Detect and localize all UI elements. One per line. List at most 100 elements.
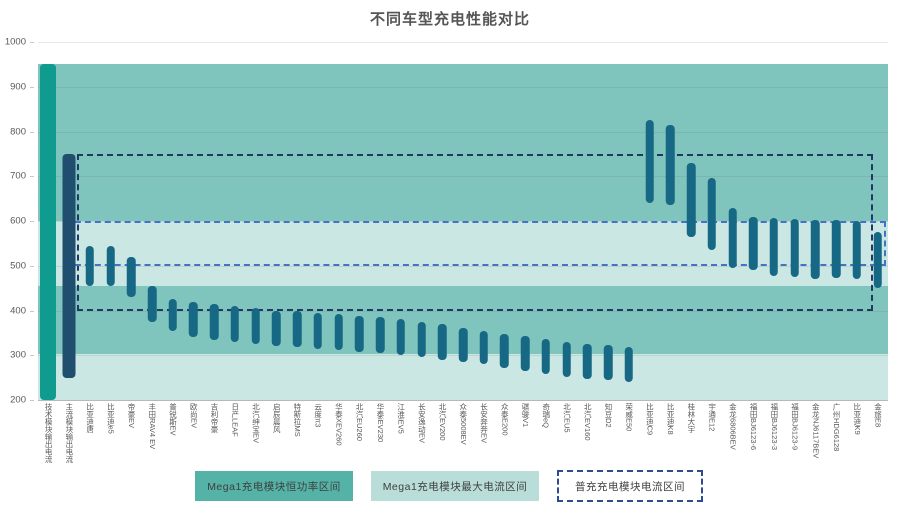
range-bar-比亚迪K8	[666, 124, 675, 206]
x-label-slot: 北汽EU260	[349, 403, 370, 503]
range-bar-技术模块输出电流	[40, 64, 57, 400]
x-label-slot: 比亚迪K9	[847, 403, 868, 503]
range-bar-比亚迪e5	[106, 245, 115, 286]
range-bar-长安逸动EV	[417, 321, 426, 358]
x-label-日产LEAF: 日产LEAF	[230, 403, 240, 437]
range-bar-广州HDG6128	[831, 219, 841, 278]
y-axis: 200 300 400 500 600 700 800 900 1000	[0, 37, 34, 406]
legend-mega-constant-power: Mega1充电模块恒功率区间	[195, 471, 353, 501]
x-label-slot: 福田BJ6123-9	[784, 403, 805, 503]
x-label-骐骏V1: 骐骏V1	[521, 403, 530, 428]
chart-title: 不同车型充电性能对比	[369, 11, 530, 28]
x-label-slot: 日产LEAF	[225, 403, 246, 503]
x-label-比亚迪K9: 比亚迪K9	[852, 403, 862, 435]
range-bar-长安奔奔EV	[479, 330, 488, 365]
range-bar-福田BJ6123-3	[769, 218, 779, 276]
range-bar-云度π3	[313, 312, 323, 349]
range-bar-荣威E50	[624, 347, 634, 383]
range-bar-比亚迪唐	[85, 245, 95, 286]
legend-normal-charge-range: 普充充电模块电流区间	[557, 470, 703, 502]
x-label-slot: 江淮iEV5	[390, 403, 411, 503]
range-bar-金龙NJ6117BEV	[811, 220, 820, 280]
range-bar-日产LEAF	[230, 306, 240, 342]
range-bar-普锐斯EV	[168, 299, 177, 331]
x-label-比亚迪唐: 比亚迪唐	[85, 403, 95, 433]
y-tick-label-800: 800	[10, 126, 26, 137]
y-tick-mark	[30, 355, 34, 357]
x-label-slot: 华泰iEV230	[370, 403, 391, 503]
y-tick-mark	[30, 310, 34, 312]
range-bar-丰田RAV4 EV	[147, 285, 157, 322]
x-label-slot: 比亚迪唐	[79, 403, 100, 503]
range-bar-金旅E8	[873, 232, 882, 289]
y-tick-label-600: 600	[10, 215, 26, 227]
x-label-特斯拉MS: 特斯拉MS	[292, 403, 302, 437]
x-label-slot: 帝豪EV	[121, 403, 142, 503]
x-label-吉利帝豪: 吉利帝豪	[209, 403, 219, 433]
range-bar-众泰5008EV	[458, 328, 468, 362]
range-bar-北汽EV200	[438, 323, 447, 360]
range-bar-骐骏V1	[520, 336, 530, 371]
x-label-北汽EV160: 北汽EV160	[583, 403, 593, 441]
range-bar-桂林大宇	[686, 162, 696, 237]
x-label-slot: 欧尚EV	[183, 403, 204, 503]
x-label-slot: 吉利帝豪	[204, 403, 225, 503]
x-label-slot: 众泰5008EV	[453, 403, 474, 503]
x-label-荣威E50: 荣威E50	[624, 403, 634, 432]
x-label-启辰晨风: 启辰晨风	[272, 403, 282, 433]
x-label-众泰5008EV: 众泰5008EV	[458, 403, 468, 445]
range-bar-特斯拉MS	[292, 311, 302, 348]
gridline-1000	[38, 42, 888, 43]
range-bar-福田BJ6123-6	[748, 216, 758, 271]
range-bar-北汽EU5	[562, 341, 571, 377]
x-label-slot: 金龙6806BEV	[722, 403, 743, 503]
x-label-slot: 比亚迪e5	[100, 403, 121, 503]
x-label-slot: 普锐斯EV	[162, 403, 183, 503]
x-label-slot: 知豆D2	[598, 403, 619, 503]
gridline-500	[38, 265, 888, 267]
x-label-比亚迪K8: 比亚迪K8	[666, 403, 676, 435]
x-label-slot: 云度π3	[308, 403, 329, 503]
x-label-金龙6806BEV: 金龙6806BEV	[728, 403, 738, 450]
x-label-桂林大宇: 桂林大宇	[686, 403, 696, 433]
range-bar-江淮iEV5	[396, 319, 406, 356]
range-bar-比亚迪C9	[645, 120, 654, 204]
range-bar-福田BJ6123-9	[790, 219, 799, 278]
x-label-广州HDG6128: 广州HDG6128	[832, 403, 842, 452]
gridline-800	[38, 131, 888, 133]
range-bar-华泰XEV260	[334, 314, 343, 350]
range-bar-帝豪EV	[127, 256, 136, 298]
y-tick-mark	[30, 400, 34, 401]
x-label-slot: 桂林大宇	[681, 403, 702, 503]
normal-charge-module-current-range	[77, 153, 873, 311]
x-label-slot: 福田BJ6123-6	[743, 403, 764, 503]
x-label-slot: 福田BJ6123-3	[764, 403, 785, 503]
x-label-宇通E12: 宇通E12	[707, 403, 717, 432]
x-label-slot: 众泰E200	[494, 403, 515, 503]
x-axis-labels: 技术模块输出电流 主流模块输出电流 比亚迪唐 比亚迪e5 帝豪EV 丰田RAV4 EV 普锐…	[38, 403, 888, 503]
x-label-长安奔奔EV: 长安奔奔EV	[479, 403, 489, 444]
x-label-福田BJ6123-9: 福田BJ6123-9	[790, 403, 800, 451]
x-label-江淮iEV5: 江淮iEV5	[396, 403, 406, 434]
x-label-slot: 启辰晨风	[266, 403, 287, 503]
range-bar-启辰晨风	[272, 310, 281, 347]
y-tick-mark	[30, 221, 34, 222]
y-tick-label-700: 700	[10, 170, 26, 182]
gridline-200	[38, 400, 888, 401]
x-label-北汽绅宝EV: 北汽绅宝EV	[251, 403, 261, 444]
x-label-丰田RAV4 EV: 丰田RAV4 EV	[147, 403, 157, 450]
y-tick-label-400: 400	[10, 305, 26, 316]
x-label-北汽EU5: 北汽EU5	[562, 403, 572, 433]
x-label-欧尚EV: 欧尚EV	[189, 403, 199, 429]
mega-constant-power-band	[38, 64, 888, 221]
x-label-帝豪EV: 帝豪EV	[127, 403, 137, 429]
x-label-主流模块输出电流: 主流模块输出电流	[64, 403, 74, 463]
range-bar-北汽绅宝EV	[251, 308, 260, 345]
x-label-slot: 比亚迪C9	[639, 403, 660, 503]
y-tick-mark	[30, 42, 34, 43]
range-bar-华泰iEV230	[375, 317, 385, 353]
x-label-金旅E8: 金旅E8	[873, 403, 883, 428]
x-label-slot: 北汽EU5	[556, 403, 577, 503]
y-tick-label-1000: 1000	[4, 36, 26, 48]
mega-max-current-band-1	[38, 221, 888, 286]
